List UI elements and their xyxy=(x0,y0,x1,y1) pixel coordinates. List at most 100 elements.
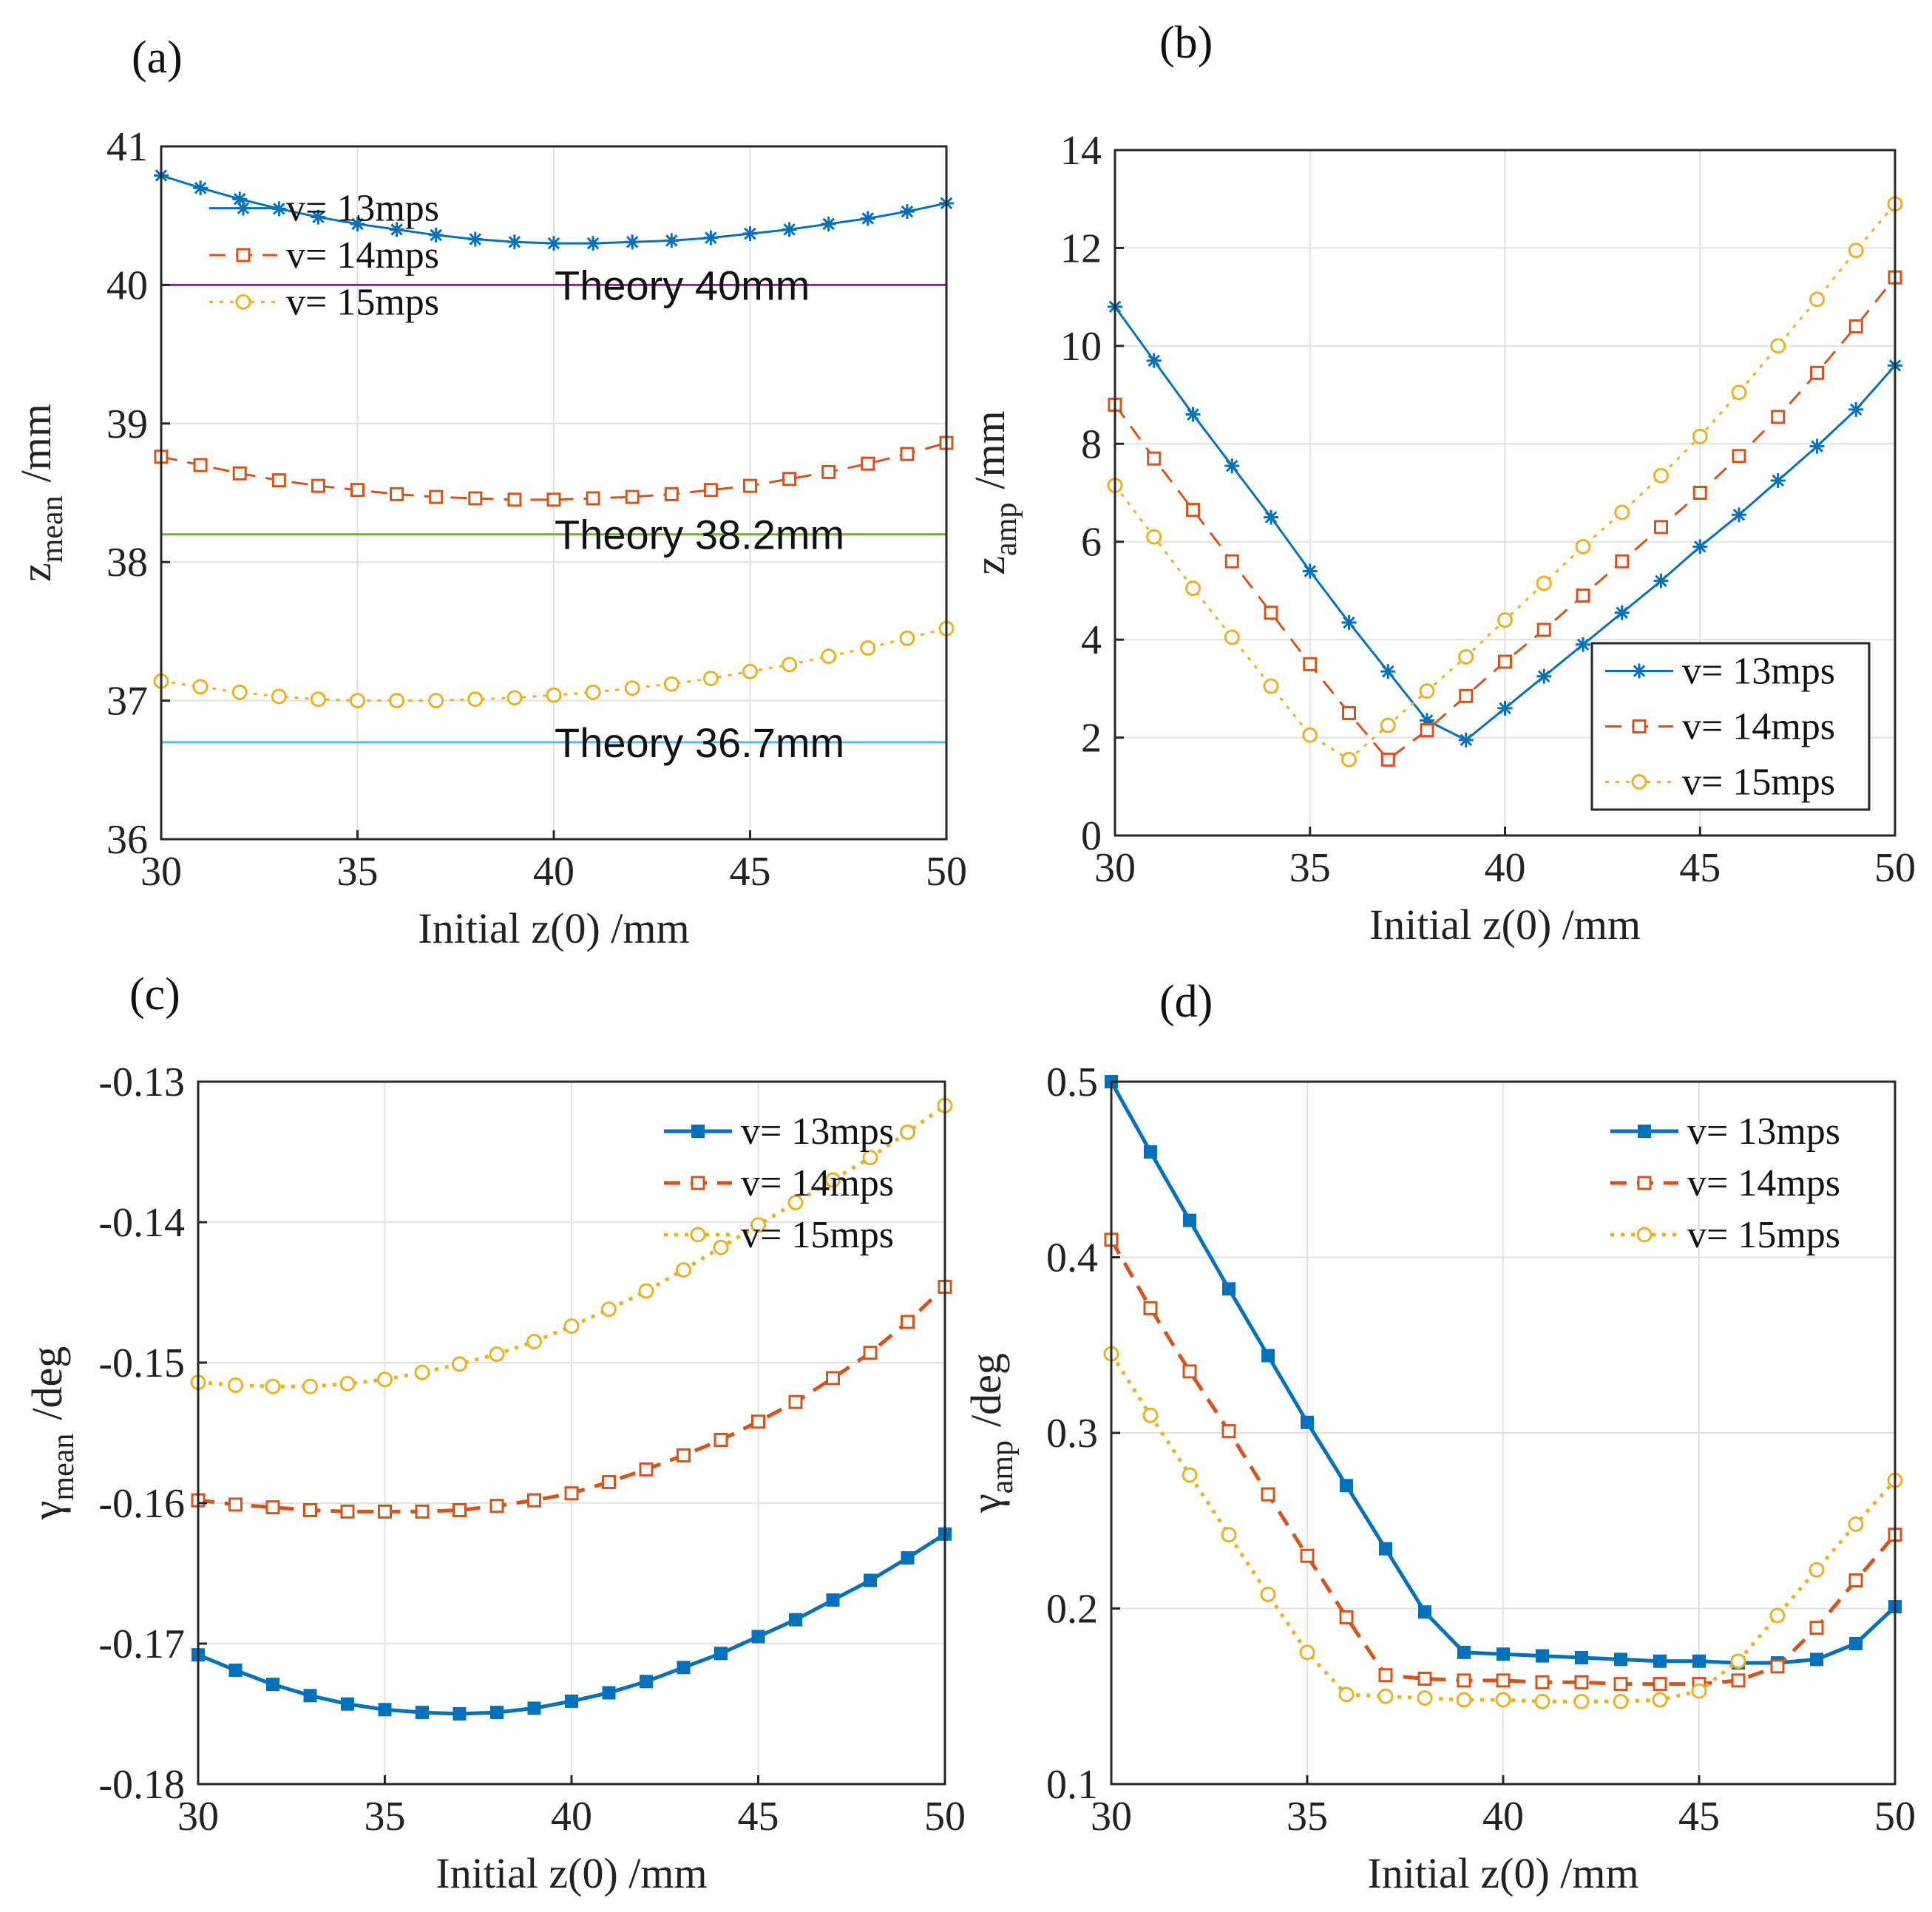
y-tick-label: 2 xyxy=(1081,716,1102,762)
data-point xyxy=(490,1706,504,1720)
data-point xyxy=(742,226,758,242)
data-point xyxy=(624,680,640,696)
chart-panel-b: 30 35 40 45 50 0 2 4 6 8 10 12 14 Initial z(0) /mm zam… xyxy=(966,18,1916,949)
data-point xyxy=(1183,1213,1196,1227)
data-point xyxy=(1810,365,1824,380)
legend-label: v= 14mps xyxy=(741,1162,894,1204)
data-point xyxy=(787,1194,804,1210)
legend-marker xyxy=(1631,774,1647,790)
data-point xyxy=(1340,1479,1353,1493)
data-point xyxy=(625,489,640,504)
data-point xyxy=(1732,507,1746,523)
y-tick-label: 0.4 xyxy=(1046,1235,1098,1281)
data-point xyxy=(1380,664,1396,679)
data-point xyxy=(311,478,325,493)
y-axis-symbol: γ xyxy=(962,1494,1010,1513)
data-point xyxy=(1849,1637,1862,1650)
data-point xyxy=(751,1414,765,1429)
data-point xyxy=(303,1503,317,1517)
data-point xyxy=(1653,573,1669,589)
y-axis-subscript: amp xyxy=(989,503,1023,556)
data-point xyxy=(1147,451,1162,466)
data-point xyxy=(1613,1693,1629,1709)
legend-marker xyxy=(235,294,251,310)
data-point xyxy=(1692,539,1708,555)
data-point xyxy=(1495,1692,1511,1708)
data-point xyxy=(1144,1145,1157,1159)
data-point xyxy=(1496,1673,1511,1688)
data-point xyxy=(1498,654,1512,669)
data-point xyxy=(339,1376,356,1391)
data-point xyxy=(527,1493,541,1508)
data-point xyxy=(862,1150,878,1166)
y-tick-label: 41 xyxy=(106,124,148,170)
data-point xyxy=(714,1433,728,1447)
data-point xyxy=(390,487,404,501)
legend-marker xyxy=(691,1125,705,1138)
legend-marker xyxy=(1637,1176,1652,1190)
data-point xyxy=(900,447,915,461)
legend-label: v= 15mps xyxy=(286,281,439,323)
data-point xyxy=(546,492,561,507)
y-axis-subscript: amp xyxy=(986,1440,1020,1494)
data-point xyxy=(1536,575,1552,591)
y-axis-title: zamp/mm xyxy=(966,410,1023,574)
data-point xyxy=(526,1334,542,1349)
y-tick-label: 4 xyxy=(1081,617,1102,663)
data-point xyxy=(1146,529,1162,545)
data-point xyxy=(743,478,757,493)
data-point xyxy=(565,1694,578,1708)
y-tick-label: -0.16 xyxy=(98,1481,185,1527)
y-axis-unit: /mm xyxy=(12,404,60,482)
x-tick-label: 45 xyxy=(730,849,771,895)
data-point xyxy=(625,234,640,250)
panel-label: (b) xyxy=(1159,18,1213,68)
y-tick-label: 8 xyxy=(1081,421,1102,467)
x-tick-label: 40 xyxy=(1485,845,1526,891)
data-point xyxy=(1224,629,1240,645)
data-point xyxy=(586,236,601,251)
legend-marker xyxy=(690,1227,706,1243)
data-point xyxy=(703,483,718,498)
data-point xyxy=(1341,751,1357,767)
data-point xyxy=(1380,717,1396,733)
series-line-2 xyxy=(1109,1238,1897,1686)
y-axis-symbol: z xyxy=(12,563,60,582)
data-point xyxy=(861,456,875,471)
data-point xyxy=(453,1503,467,1517)
data-point xyxy=(826,1371,840,1386)
y-axis-title: zmean/mm xyxy=(12,404,70,582)
data-point xyxy=(1419,683,1435,699)
legend-label: v= 13mps xyxy=(1687,1111,1840,1153)
data-point xyxy=(860,640,876,656)
data-point xyxy=(265,1500,280,1515)
data-point xyxy=(546,687,562,703)
series-line-2 xyxy=(160,441,947,501)
data-point xyxy=(1732,449,1746,464)
data-point xyxy=(467,231,483,247)
y-axis-unit: /deg xyxy=(962,1353,1010,1427)
chart-panel-c: 30 35 40 45 50 -0.18 -0.17 -0.16 -0.15 -0.14 -0.13… xyxy=(23,969,966,1897)
data-point xyxy=(232,191,248,207)
data-point xyxy=(664,487,679,501)
data-point xyxy=(1142,1407,1159,1423)
data-point xyxy=(1536,623,1551,637)
data-point xyxy=(1303,657,1318,671)
data-point xyxy=(1263,678,1279,694)
y-tick-label: 0 xyxy=(1081,813,1102,859)
data-point xyxy=(640,1675,653,1689)
data-point xyxy=(1809,1562,1825,1578)
data-point xyxy=(1615,554,1630,569)
x-tick-label: 45 xyxy=(1679,845,1721,891)
data-point xyxy=(1654,520,1668,535)
data-point xyxy=(1769,1607,1786,1624)
data-point xyxy=(1731,384,1747,401)
data-point xyxy=(1653,467,1669,484)
data-point xyxy=(825,1172,841,1188)
data-point xyxy=(1692,1654,1706,1668)
x-axis-title: Initial z(0) /mm xyxy=(418,904,689,952)
x-tick-label: 50 xyxy=(924,1794,966,1840)
data-point xyxy=(350,693,365,709)
theory-label: Theory 36.7mm xyxy=(555,719,844,766)
